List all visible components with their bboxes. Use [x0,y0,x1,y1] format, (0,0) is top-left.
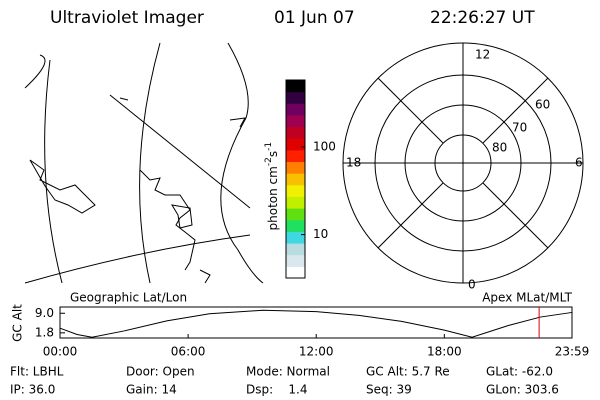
color-step [286,103,305,116]
colorbar-frame [285,79,306,279]
footer: Flt: LBHL Door: Open Mode: Normal GC Alt: 5… [10,365,559,397]
colorbar-label: photon cm-2s-1 [261,130,280,249]
x-tick-label: 18:00 [427,345,462,359]
color-step [286,254,305,267]
unit: photon cm [266,166,280,230]
color-step [286,184,305,197]
lat-label: 80 [492,141,507,155]
unit-exp: -2 [264,157,274,166]
altitude-curve [59,309,573,338]
status-field: GLat: -62.0 [486,365,553,379]
time: 22:26:27 UT [430,8,535,28]
status-field: IP: 36.0 [10,383,55,397]
color-step [286,208,305,221]
color-step [286,126,305,139]
color-step [286,266,305,279]
status-field: GLon: 303.6 [486,383,559,397]
status-field: Gain: 14 [126,383,177,397]
color-step [286,161,305,174]
date: 01 Jun 07 [274,8,355,28]
mlt-label: 6 [575,156,583,170]
colorbar-tick-label: 10 [313,227,328,241]
color-step [286,138,305,151]
left-panel-label: Geographic Lat/Lon [70,291,187,305]
status-field: Dsp: 1.4 [246,383,308,397]
x-tick-label: 06:00 [171,345,206,359]
lat-label: 60 [535,98,550,112]
mlt-label: 18 [346,156,361,170]
y-tick-label: 1.8 [35,325,54,339]
status-field: Flt: LBHL [10,365,64,379]
status-field: GC Alt: 5.7 Re [366,365,450,379]
x-tick-label: 23:59 [555,345,590,359]
geographic-map [24,42,264,284]
mlt-label: 12 [475,48,490,62]
right-panel-label: Apex MLat/MLT [482,291,572,305]
title: Ultraviolet Imager [50,8,204,28]
color-step [286,243,305,256]
status-field: Seq: 39 [366,383,412,397]
color-step [286,219,305,232]
mlt-label: 0 [468,278,476,292]
x-tick-label: 12:00 [299,345,334,359]
color-step [286,173,305,186]
colorbar: 10 100 [285,79,336,279]
status-field: Mode: Normal [246,365,330,379]
color-step [286,149,305,163]
color-step [286,91,305,104]
color-step [286,80,305,93]
altitude-plot: 9.0 1.8 00:00 06:00 12:00 18:00 23:59 [35,306,589,359]
unit-exp: -1 [264,142,274,151]
polar-grid [342,42,584,284]
lat-label: 70 [512,121,527,135]
color-step [286,114,305,128]
color-step [286,231,305,244]
x-tick-label: 00:00 [43,345,78,359]
unit: s [266,151,280,157]
color-step [286,196,305,209]
altitude-ylabel: GC Alt [11,304,25,342]
colorbar-tick-label: 100 [313,139,336,153]
y-tick-label: 9.0 [35,306,54,320]
status-field: Door: Open [126,365,195,379]
